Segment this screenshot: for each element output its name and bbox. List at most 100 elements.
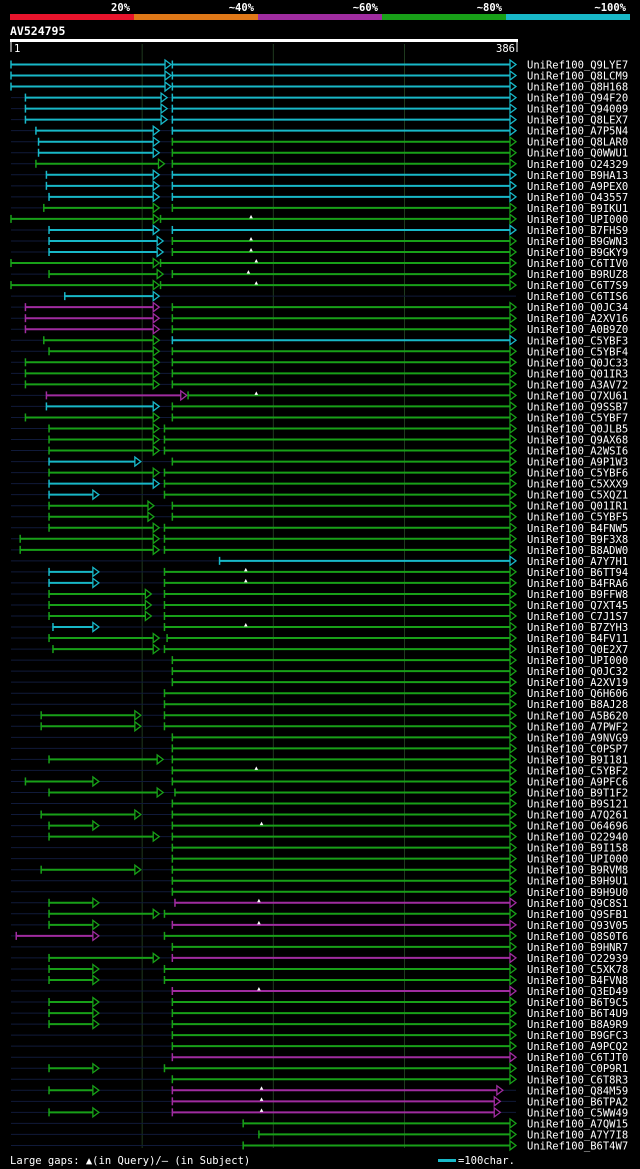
hit-segment-arrow [509, 246, 518, 258]
hit-label: UniRef100_O22939 [527, 953, 628, 965]
hit-segment-arrow [509, 1051, 518, 1063]
hit-segment-arrow [152, 135, 161, 148]
hit-segment-arrow [134, 808, 142, 821]
ruler-start-label: 1 [14, 43, 20, 55]
hit-label: UniRef100_C5YBF3 [527, 335, 628, 347]
hit-label: UniRef100_B9HA13 [527, 170, 628, 182]
hit-label: UniRef100_B7ZYH3 [527, 622, 628, 634]
hit-segment-arrow [160, 113, 169, 126]
hit-segment-arrow [509, 345, 518, 358]
hit-label: UniRef100_Q0JC32 [527, 666, 628, 678]
hit-segment-arrow [509, 764, 518, 777]
hit-segment-arrow [509, 411, 518, 424]
hit-label: UniRef100_B9RVM8 [527, 865, 628, 877]
legend-swatch [134, 14, 258, 20]
hit-label: UniRef100_C5XQZ1 [527, 490, 628, 502]
hit-segment-arrow [92, 1106, 100, 1119]
hit-segment-arrow [92, 577, 100, 589]
hit-label: UniRef100_B9I181 [527, 754, 628, 766]
hit-segment-arrow [509, 521, 518, 534]
hit-segment-arrow [509, 698, 518, 711]
hit-segment-arrow [152, 202, 161, 214]
hit-segment-arrow [509, 720, 518, 733]
hit-segment-arrow [92, 819, 100, 832]
hit-label: UniRef100_Q8LEX7 [527, 115, 628, 127]
hit-label: UniRef100_Q0JC33 [527, 357, 628, 369]
hit-segment-arrow [509, 632, 518, 644]
hit-label: UniRef100_A7PWF2 [527, 721, 628, 733]
hit-segment-arrow [509, 830, 518, 843]
hit-segment-arrow [147, 510, 156, 523]
hit-segment-arrow [509, 389, 518, 402]
hit-label: UniRef100_C5YBF2 [527, 765, 628, 777]
hit-segment-arrow [152, 213, 161, 225]
hit-segment-arrow [509, 180, 518, 192]
hit-label: UniRef100_C0P9R1 [527, 1063, 628, 1075]
hit-segment-arrow [156, 786, 165, 799]
hit-segment-arrow [152, 632, 161, 644]
hit-label: UniRef100_A9NVG9 [527, 732, 628, 744]
hit-label: UniRef100_B8AJ28 [527, 699, 628, 711]
hit-label: UniRef100_B9T1F2 [527, 787, 628, 799]
hit-segment-arrow [509, 1007, 518, 1019]
footer-scale-label: =100char. [458, 1155, 515, 1167]
query-gap-marker [249, 248, 253, 252]
query-gap-marker [259, 821, 264, 826]
hit-label: UniRef100_C7J1S7 [527, 611, 628, 623]
hit-label: UniRef100_Q8H168 [527, 82, 628, 94]
hit-segment-arrow [509, 69, 518, 82]
hit-segment-arrow [509, 985, 518, 997]
hit-label: UniRef100_O64696 [527, 821, 628, 833]
hit-segment-arrow [509, 455, 518, 468]
hit-segment-arrow [509, 58, 518, 71]
hit-segment-arrow [92, 1018, 100, 1030]
hit-label: UniRef100_Q9SSB7 [527, 401, 628, 413]
hit-label: UniRef100_B9GWN3 [527, 236, 628, 248]
hit-segment-arrow [509, 1117, 518, 1130]
hit-label: UniRef100_C0PSP7 [527, 743, 628, 755]
hit-segment-arrow [509, 279, 518, 291]
hit-segment-arrow [509, 621, 518, 633]
hit-segment-arrow [509, 808, 518, 821]
hit-label: UniRef100_A7QW15 [527, 1118, 628, 1130]
hit-segment-arrow [509, 742, 518, 755]
hit-segment-arrow [509, 753, 518, 766]
hit-label: UniRef100_C6T7S9 [527, 280, 628, 292]
hit-segment-arrow [152, 521, 161, 534]
hit-segment-arrow [509, 544, 518, 556]
hit-segment-arrow [509, 433, 518, 446]
hit-segment-arrow [157, 157, 166, 170]
hit-segment-arrow [152, 345, 161, 358]
hit-label: UniRef100_C6TIV0 [527, 258, 628, 270]
hit-segment-arrow [152, 146, 161, 159]
scale-swatch [438, 1159, 456, 1162]
hit-segment-arrow [509, 488, 518, 501]
hit-segment-arrow [164, 69, 173, 82]
hit-segment-arrow [509, 896, 518, 909]
hit-segment-arrow [509, 588, 518, 600]
hit-segment-arrow [509, 477, 518, 490]
query-gap-marker [249, 214, 253, 219]
legend-label: ~80% [477, 2, 503, 14]
hit-segment-arrow [509, 367, 518, 380]
hit-label: UniRef100_C6TIS6 [527, 291, 628, 303]
hit-label: UniRef100_B8ADW0 [527, 545, 628, 557]
footer-gaps-legend: Large gaps: ▲(in Query)/– (in Subject) [10, 1155, 250, 1167]
hit-segment-arrow [144, 599, 153, 611]
hit-segment-arrow [509, 930, 518, 942]
hit-label: UniRef100_Q8LCM9 [527, 71, 628, 83]
hit-label: UniRef100_A7Y7I8 [527, 1129, 628, 1141]
query-gap-marker [257, 898, 261, 903]
hit-segment-arrow [509, 135, 518, 148]
hit-label: UniRef100_Q0JC34 [527, 302, 628, 314]
hit-label: UniRef100_Q6H606 [527, 688, 628, 700]
hit-segment-arrow [509, 952, 518, 964]
hit-segment-arrow [509, 80, 518, 93]
hit-segment-arrow [134, 455, 142, 468]
hit-segment-arrow [509, 786, 518, 799]
hit-label: UniRef100_A9PEX0 [527, 181, 628, 193]
query-gap-marker [257, 920, 261, 925]
hit-label: UniRef100_A3AV72 [527, 379, 628, 391]
hit-label: UniRef100_Q84M59 [527, 1085, 628, 1097]
hit-segment-arrow [152, 952, 161, 964]
